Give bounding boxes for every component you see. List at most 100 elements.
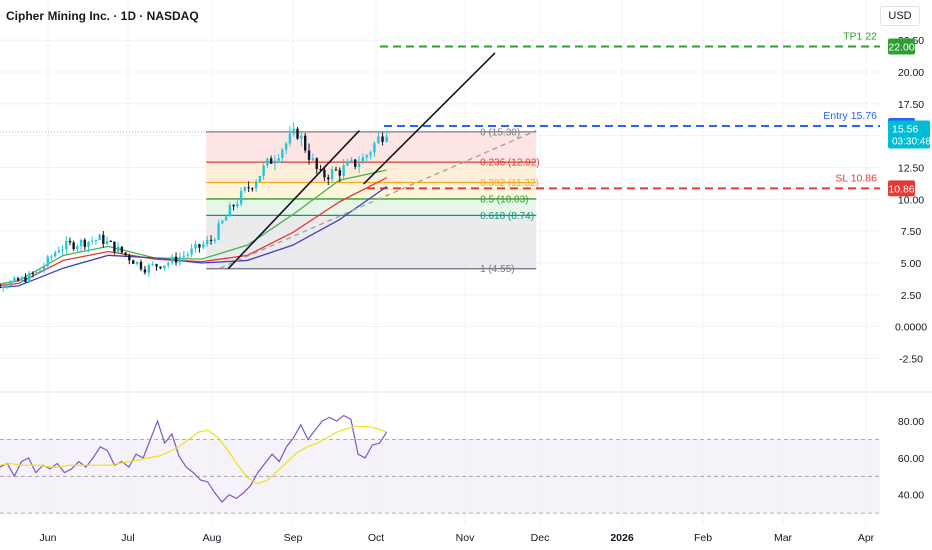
candle-body <box>163 265 166 269</box>
candle-body <box>31 273 35 275</box>
candle-body <box>132 260 135 264</box>
candle-body <box>342 165 345 176</box>
candle-body <box>178 257 182 263</box>
time-axis-label: Oct <box>368 532 384 544</box>
candle-body <box>198 244 201 248</box>
candle-body <box>42 266 46 271</box>
candle-body <box>46 256 49 267</box>
candle-body <box>151 264 154 266</box>
price-tag-label: 22.00 <box>888 42 914 54</box>
ma-line <box>0 169 387 285</box>
price-axis[interactable]: 22.5020.0017.5015.0012.5010.007.505.002.… <box>895 35 927 365</box>
candle-body <box>292 128 295 134</box>
candle-body <box>39 270 42 273</box>
candle-body <box>315 158 318 170</box>
fib-labels: 0 (15.30) 0.236 (12.92) 0.382 (11.32) 0.5 (… <box>480 127 540 275</box>
candle-body <box>79 239 83 247</box>
candle-body <box>228 205 232 217</box>
time-axis-label: Dec <box>531 532 550 544</box>
candle-body <box>72 242 75 250</box>
level-label: SL 10.86 <box>835 172 877 184</box>
candles <box>0 122 388 292</box>
fib-label: 0.382 (11.32) <box>480 178 539 189</box>
candle-body <box>300 135 303 139</box>
candle-body <box>232 205 235 207</box>
candle-body <box>357 163 361 167</box>
candle-body <box>213 239 217 241</box>
currency-button[interactable]: USD <box>880 6 920 26</box>
candle-body <box>194 244 197 249</box>
price-axis-label: 2.50 <box>901 290 922 302</box>
candle-body <box>135 261 139 264</box>
candle-body <box>76 246 79 250</box>
candle-body <box>68 240 72 243</box>
price-tag-label: 10.86 <box>888 183 914 195</box>
time-axis[interactable]: Jun Jul Aug Sep Oct Nov Dec 2026 Feb Mar Apr <box>40 532 875 544</box>
fib-label: 1 (4.55) <box>480 264 514 275</box>
candle-body <box>247 187 250 189</box>
candle-body <box>205 239 209 245</box>
price-tag-bg <box>888 38 915 55</box>
candle-body <box>266 158 269 166</box>
time-axis-label: Jul <box>121 532 134 544</box>
candle-body <box>190 248 193 255</box>
candle-body <box>377 136 380 144</box>
candle-body <box>323 169 326 178</box>
candle-body <box>373 143 376 153</box>
candle-body <box>350 159 353 162</box>
candle-body <box>155 264 158 267</box>
candle-body <box>61 249 64 251</box>
current-price-label: 15.56 <box>892 124 918 136</box>
level-label: TP1 22 <box>843 31 877 43</box>
candle-body <box>319 169 322 171</box>
candle-body <box>277 158 280 161</box>
current-price-tag-bg <box>888 120 930 149</box>
level-label: Entry 15.76 <box>823 110 877 122</box>
rsi-line <box>0 414 388 504</box>
time-axis-label: Feb <box>694 532 712 544</box>
candle-body <box>304 135 307 151</box>
candle-body <box>239 190 243 204</box>
price-axis-label: 12.50 <box>898 162 924 174</box>
rsi-axis-label: 80.00 <box>898 416 924 428</box>
fib-band <box>206 182 537 199</box>
time-axis-label: Nov <box>456 532 475 544</box>
candle-body <box>381 136 384 142</box>
candle-body <box>159 266 162 269</box>
trend-line-dashed <box>219 129 537 269</box>
candle-body <box>182 255 186 258</box>
candle-body <box>20 277 23 281</box>
rsi-band-bg <box>0 439 880 514</box>
candle-body <box>258 175 262 182</box>
candle-body <box>273 160 277 164</box>
candle-body <box>385 136 388 142</box>
time-axis-label: Sep <box>284 532 303 544</box>
price-axis-label: 0.0000 <box>895 322 927 334</box>
candle-body <box>224 216 228 221</box>
candle-body <box>35 272 38 275</box>
candle-body <box>243 187 247 191</box>
candle-body <box>83 239 86 247</box>
fib-shading <box>206 131 537 269</box>
candle-body <box>105 240 109 244</box>
rsi-axis-label: 40.00 <box>898 490 924 502</box>
candle-body <box>65 240 68 250</box>
candle-body <box>330 169 334 180</box>
price-axis-label: 17.50 <box>898 99 924 111</box>
candle-body <box>284 143 288 150</box>
candle-body <box>98 234 101 241</box>
candle-body <box>361 157 365 164</box>
candle-body <box>217 223 220 240</box>
candle-body <box>296 128 299 139</box>
ma-line <box>0 186 388 289</box>
candle-body <box>236 203 239 207</box>
candle-body <box>87 241 90 247</box>
fib-label: 0.618 (8.74) <box>480 211 534 222</box>
candle-body <box>16 278 20 281</box>
candle-body <box>91 240 94 242</box>
candle-body <box>281 149 284 159</box>
trend-line-upper <box>227 130 360 270</box>
rsi-panel[interactable]: 80.00 60.00 40.00 <box>0 414 924 514</box>
price-axis-label: 7.50 <box>901 226 922 238</box>
